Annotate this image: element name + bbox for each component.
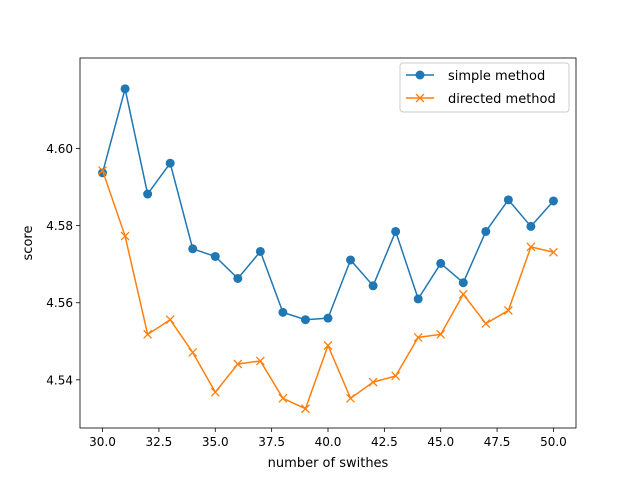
- legend-label-simple-method: simple method: [448, 69, 545, 84]
- y-tick-label: 4.60: [46, 142, 73, 156]
- legend-box: [399, 62, 570, 113]
- y-tick-label: 4.54: [46, 373, 73, 387]
- data-point-simple-method: [481, 226, 491, 236]
- x-tick-label: 47.5: [484, 435, 511, 449]
- data-point-simple-method: [120, 84, 130, 94]
- data-point-directed-method: [323, 341, 333, 350]
- data-point-simple-method: [188, 244, 198, 254]
- y-axis-ticks: 4.54 4.56 4.58 4.60: [46, 142, 80, 387]
- data-point-simple-method: [458, 278, 468, 288]
- data-point-simple-method: [165, 158, 175, 168]
- data-point-directed-method: [391, 371, 401, 381]
- x-tick-label: 50.0: [540, 435, 567, 449]
- data-point-directed-method: [436, 329, 446, 339]
- data-point-simple-method: [436, 258, 446, 268]
- data-point-directed-method: [548, 247, 558, 257]
- data-point-simple-method: [346, 255, 356, 265]
- data-point-simple-method: [278, 307, 288, 317]
- x-tick-label: 40.0: [315, 435, 342, 449]
- x-tick-label: 30.0: [89, 435, 116, 449]
- data-point-simple-method: [233, 273, 243, 283]
- legend: simple method directed method: [399, 62, 570, 113]
- series-layer: [98, 84, 558, 414]
- data-point-directed-method: [300, 404, 310, 414]
- data-point-directed-method: [278, 393, 288, 403]
- y-tick-label: 4.56: [46, 296, 73, 310]
- data-point-directed-method: [481, 319, 491, 329]
- legend-marker-simple-method: [415, 70, 425, 80]
- data-point-simple-method: [548, 196, 558, 206]
- data-point-directed-method: [165, 315, 175, 325]
- data-point-simple-method: [143, 189, 153, 199]
- data-point-simple-method: [503, 195, 513, 205]
- data-point-directed-method: [120, 231, 130, 241]
- data-point-simple-method: [368, 281, 378, 291]
- x-tick-label: 32.5: [146, 435, 173, 449]
- x-tick-label: 45.0: [427, 435, 454, 449]
- data-point-directed-method: [188, 347, 198, 357]
- plot-frame: [79, 57, 577, 429]
- data-point-directed-method: [413, 332, 423, 342]
- x-tick-label: 42.5: [371, 435, 398, 449]
- legend-label-directed-method: directed method: [448, 92, 556, 107]
- data-point-directed-method: [526, 242, 536, 252]
- data-point-directed-method: [233, 359, 243, 369]
- data-point-simple-method: [255, 246, 265, 256]
- data-point-simple-method: [413, 294, 423, 304]
- y-axis-label: score: [21, 226, 36, 261]
- x-tick-label: 37.5: [258, 435, 285, 449]
- data-point-simple-method: [300, 315, 310, 325]
- x-axis-label: number of swithes: [268, 456, 389, 471]
- x-axis-ticks: 30.0 32.5 35.0 37.5 40.0 42.5 45.0 47.5 50.0: [89, 428, 567, 449]
- data-point-directed-method: [368, 377, 378, 387]
- data-point-directed-method: [346, 393, 356, 403]
- data-point-directed-method: [210, 387, 220, 397]
- legend-marker-directed-method: [415, 93, 425, 103]
- data-point-simple-method: [391, 226, 401, 236]
- data-point-directed-method: [503, 305, 513, 315]
- data-point-directed-method: [98, 166, 108, 176]
- data-point-directed-method: [143, 329, 153, 339]
- data-point-simple-method: [526, 221, 536, 231]
- data-point-directed-method: [255, 356, 265, 366]
- x-tick-label: 35.0: [202, 435, 229, 449]
- data-point-directed-method: [458, 289, 468, 299]
- data-point-simple-method: [210, 251, 220, 261]
- y-tick-label: 4.58: [46, 219, 73, 233]
- data-point-simple-method: [323, 313, 333, 323]
